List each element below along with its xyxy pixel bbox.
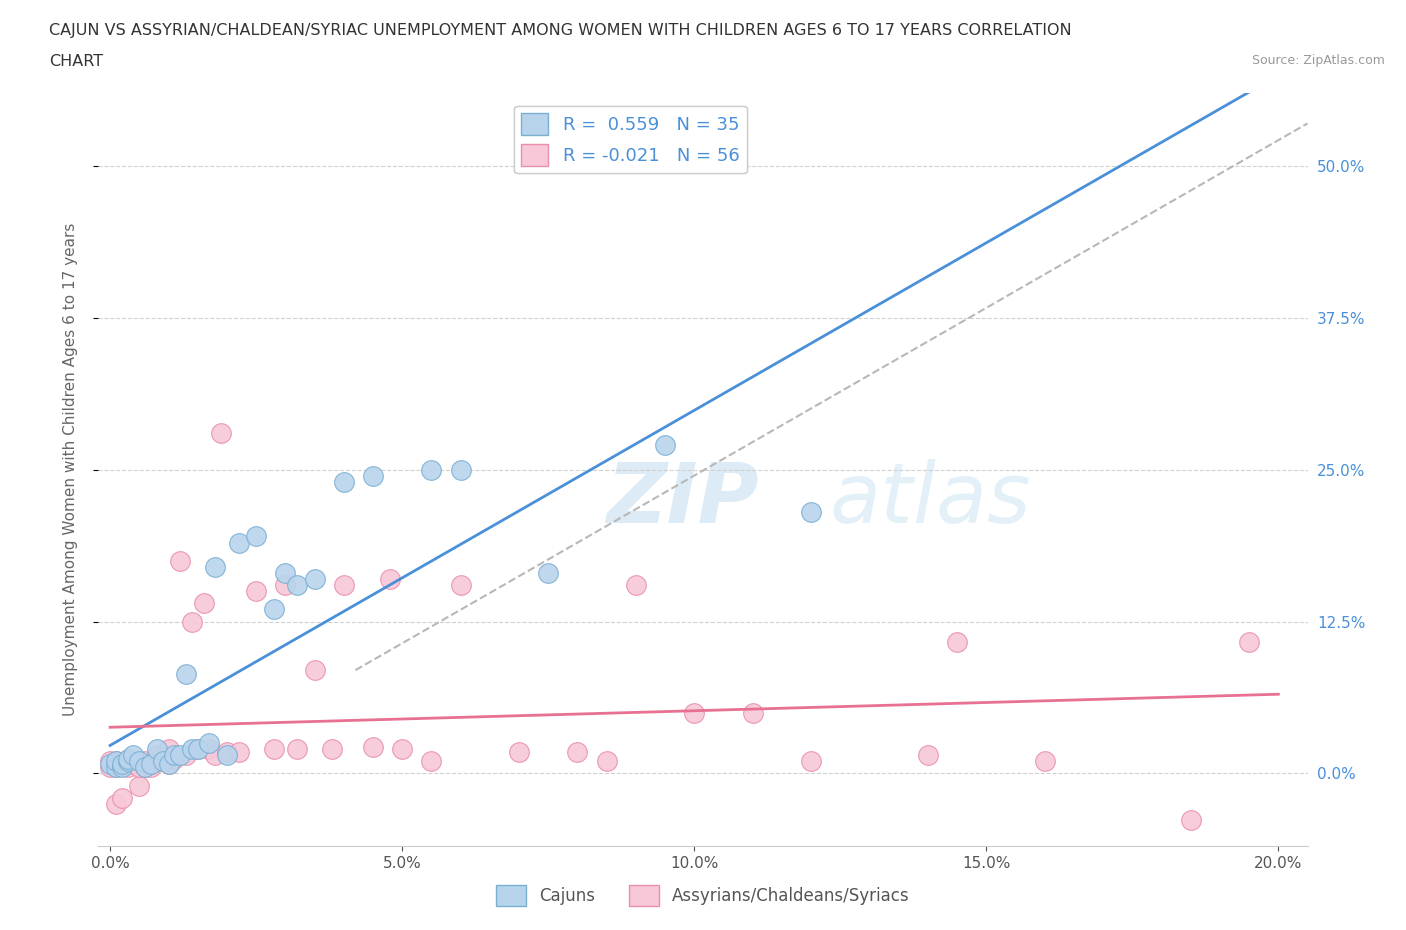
Point	[304, 663, 326, 678]
Legend: Cajuns, Assyrians/Chaldeans/Syriacs: Cajuns, Assyrians/Chaldeans/Syriacs	[489, 879, 917, 912]
Point	[180, 741, 202, 756]
Point	[1180, 812, 1202, 827]
Point	[361, 469, 384, 484]
Point	[245, 584, 267, 599]
Point	[391, 741, 413, 756]
Point	[741, 705, 763, 720]
Point	[274, 565, 297, 580]
Point	[180, 614, 202, 629]
Point	[245, 529, 267, 544]
Point	[134, 760, 156, 775]
Point	[654, 438, 676, 453]
Point	[215, 744, 238, 759]
Point	[380, 572, 402, 587]
Y-axis label: Unemployment Among Women with Children Ages 6 to 17 years: Unemployment Among Women with Children A…	[63, 223, 77, 716]
Point	[111, 760, 134, 775]
Point	[800, 505, 823, 520]
Point	[450, 462, 472, 477]
Point	[152, 748, 174, 763]
Point	[128, 760, 150, 775]
Point	[198, 736, 221, 751]
Legend: R =  0.559   N = 35, R = -0.021   N = 56: R = 0.559 N = 35, R = -0.021 N = 56	[515, 106, 747, 173]
Point	[104, 796, 127, 811]
Point	[98, 754, 121, 769]
Point	[146, 741, 169, 756]
Point	[285, 741, 308, 756]
Point	[304, 572, 326, 587]
Point	[163, 748, 186, 763]
Point	[111, 756, 134, 771]
Point	[152, 754, 174, 769]
Point	[263, 741, 285, 756]
Point	[139, 756, 162, 771]
Point	[128, 778, 150, 793]
Point	[332, 578, 354, 592]
Point	[104, 754, 127, 769]
Point	[111, 756, 134, 771]
Point	[321, 741, 343, 756]
Point	[198, 741, 221, 756]
Point	[104, 760, 127, 775]
Point	[1033, 754, 1056, 769]
Point	[450, 578, 472, 592]
Text: Source: ZipAtlas.com: Source: ZipAtlas.com	[1251, 54, 1385, 67]
Point	[285, 578, 308, 592]
Point	[332, 474, 354, 489]
Point	[274, 578, 297, 592]
Point	[134, 754, 156, 769]
Point	[193, 596, 215, 611]
Point	[122, 748, 145, 763]
Text: CHART: CHART	[49, 54, 103, 69]
Point	[117, 754, 139, 769]
Point	[98, 760, 121, 775]
Point	[169, 748, 191, 763]
Point	[595, 754, 617, 769]
Point	[128, 754, 150, 769]
Text: atlas: atlas	[830, 459, 1032, 540]
Point	[104, 754, 127, 769]
Point	[228, 535, 250, 550]
Point	[146, 748, 169, 763]
Point	[174, 748, 197, 763]
Point	[209, 426, 232, 441]
Point	[169, 553, 191, 568]
Point	[187, 741, 209, 756]
Point	[187, 741, 209, 756]
Point	[1237, 635, 1260, 650]
Point	[139, 760, 162, 775]
Point	[946, 635, 969, 650]
Point	[800, 754, 823, 769]
Text: CAJUN VS ASSYRIAN/CHALDEAN/SYRIAC UNEMPLOYMENT AMONG WOMEN WITH CHILDREN AGES 6 : CAJUN VS ASSYRIAN/CHALDEAN/SYRIAC UNEMPL…	[49, 23, 1071, 38]
Point	[420, 462, 443, 477]
Point	[111, 790, 134, 805]
Point	[174, 666, 197, 681]
Point	[117, 751, 139, 766]
Point	[683, 705, 706, 720]
Point	[537, 565, 560, 580]
Point	[508, 744, 530, 759]
Point	[215, 748, 238, 763]
Point	[157, 756, 180, 771]
Point	[624, 578, 647, 592]
Point	[204, 748, 226, 763]
Point	[122, 756, 145, 771]
Point	[134, 760, 156, 775]
Point	[917, 748, 939, 763]
Point	[146, 754, 169, 769]
Point	[117, 754, 139, 769]
Point	[228, 744, 250, 759]
Point	[263, 602, 285, 617]
Point	[204, 560, 226, 575]
Point	[98, 756, 121, 771]
Point	[361, 739, 384, 754]
Point	[567, 744, 589, 759]
Point	[157, 756, 180, 771]
Point	[104, 760, 127, 775]
Point	[163, 751, 186, 766]
Text: ZIP: ZIP	[606, 459, 759, 540]
Point	[117, 760, 139, 775]
Point	[157, 741, 180, 756]
Point	[139, 756, 162, 771]
Point	[420, 754, 443, 769]
